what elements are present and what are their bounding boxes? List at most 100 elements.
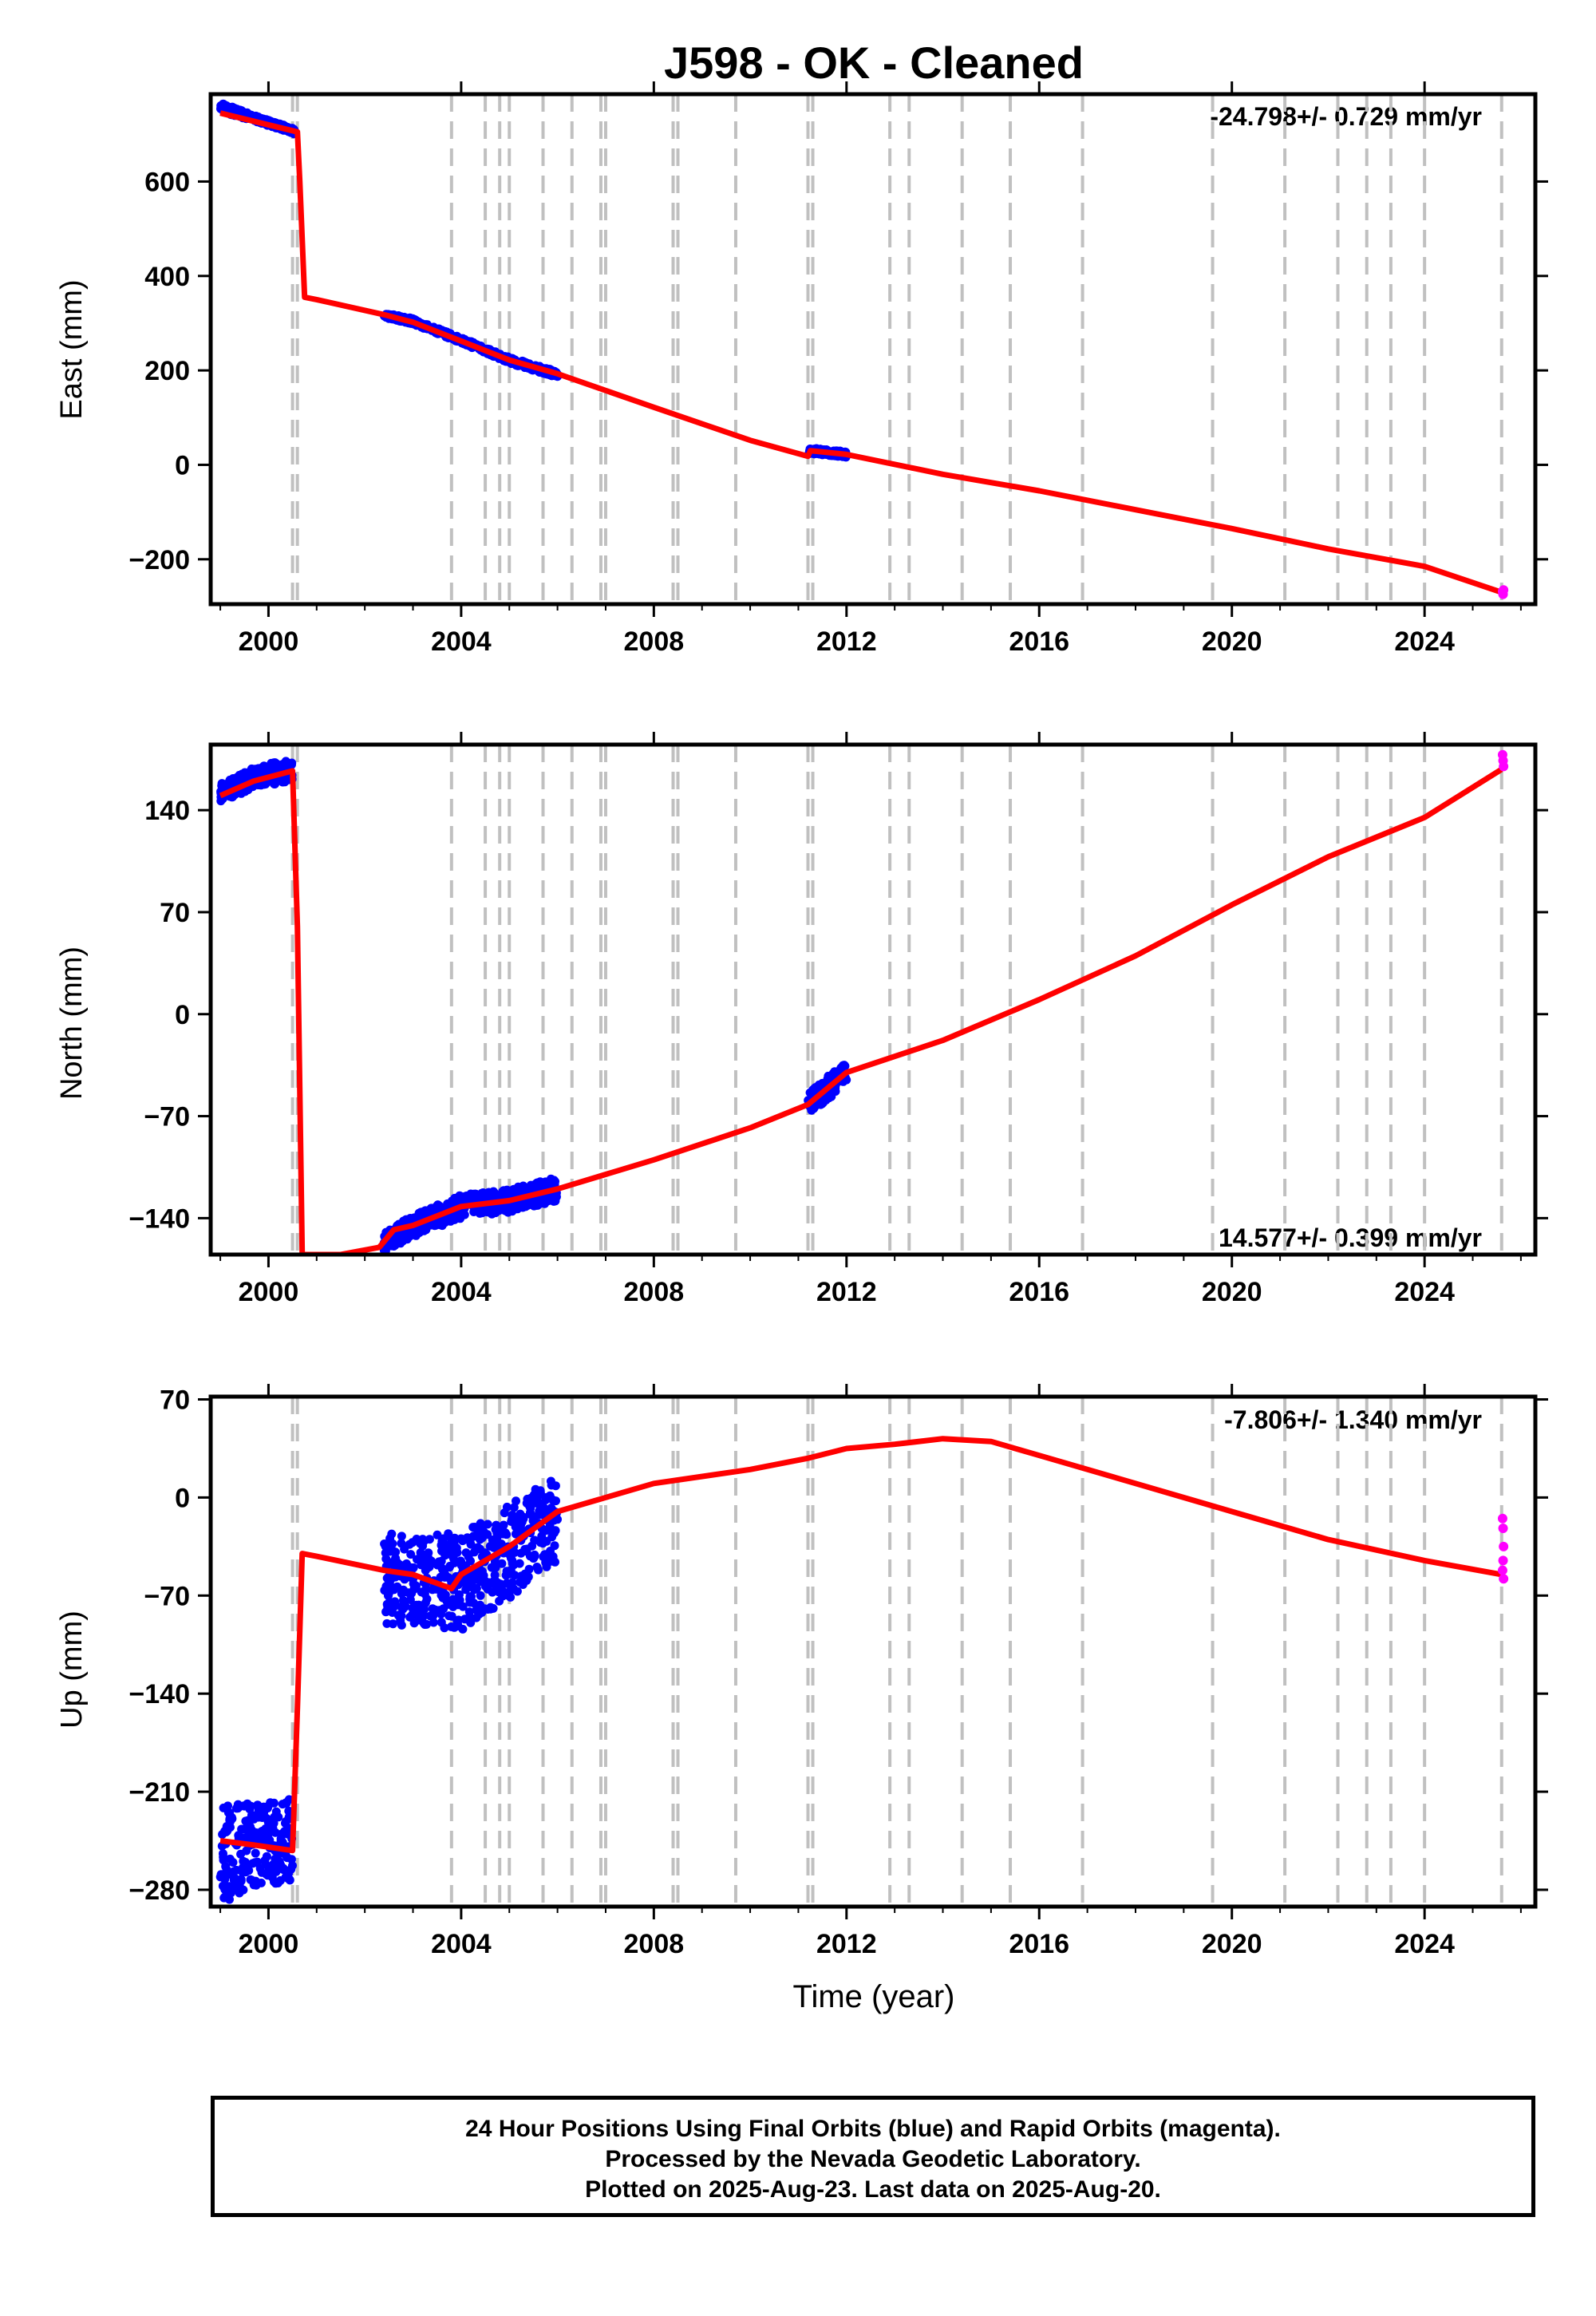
up-final-point <box>251 1858 260 1867</box>
east-xtick-label: 2008 <box>624 626 685 657</box>
north-final-point <box>808 1085 817 1095</box>
north-final-point <box>546 1174 555 1184</box>
north-final-point <box>512 1202 522 1211</box>
north-final-point <box>524 1198 534 1207</box>
up-final-point <box>416 1548 425 1557</box>
north-xtick-label: 2024 <box>1394 1277 1455 1307</box>
east-xtick-label: 2020 <box>1202 626 1262 657</box>
up-ytick-label: 0 <box>175 1483 190 1513</box>
up-final-point <box>548 1495 558 1504</box>
up-final-point <box>387 1529 397 1539</box>
up-final-point <box>223 1801 232 1811</box>
up-final-point <box>532 1563 542 1571</box>
up-final-point <box>216 1870 226 1879</box>
up-final-point <box>271 1867 281 1876</box>
up-final-point <box>394 1611 404 1620</box>
up-rapid-point <box>1498 1555 1508 1566</box>
up-final-point <box>443 1599 452 1609</box>
up-final-point <box>276 1860 285 1869</box>
north-final-point <box>526 1180 535 1190</box>
up-final-point <box>385 1598 394 1607</box>
up-plot-area <box>215 1397 1509 1907</box>
up-final-point <box>257 1867 267 1877</box>
up-final-point <box>245 1804 255 1814</box>
x-axis-label: Time (year) <box>793 1979 955 2014</box>
up-final-point <box>440 1623 449 1633</box>
up-final-point <box>487 1563 496 1572</box>
up-final-point <box>271 1879 280 1888</box>
north-final-point <box>286 760 296 769</box>
up-final-point <box>505 1569 515 1579</box>
up-final-point <box>529 1554 538 1563</box>
up-final-point <box>449 1538 459 1547</box>
up-final-point <box>499 1590 508 1599</box>
up-final-point <box>420 1620 429 1629</box>
up-ylabel: Up (mm) <box>55 1611 89 1729</box>
east-final-point <box>220 104 230 113</box>
up-final-point <box>417 1587 426 1597</box>
up-final-point <box>458 1624 468 1634</box>
up-final-point <box>259 1831 269 1840</box>
up-xtick-label: 2012 <box>816 1929 877 1959</box>
north-final-point <box>831 1087 840 1096</box>
north-final-point <box>809 1104 819 1113</box>
up-final-point <box>397 1531 406 1541</box>
up-rapid-point <box>1499 1541 1509 1551</box>
north-ytick-label: 70 <box>160 898 190 928</box>
up-final-point <box>476 1600 485 1610</box>
east-xtick-label: 2016 <box>1009 626 1069 657</box>
up-final-point <box>399 1602 409 1611</box>
up-final-point <box>246 1822 255 1832</box>
east-ytick-label: 600 <box>144 167 190 197</box>
east-model-line <box>219 110 1503 595</box>
caption-box: 24 Hour Positions Using Final Orbits (bl… <box>211 2096 1535 2217</box>
up-rate-label: -7.806+/- 1.340 mm/yr <box>1224 1405 1482 1434</box>
up-final-point <box>535 1538 545 1547</box>
north-ytick-label: −140 <box>128 1203 190 1234</box>
up-final-point <box>541 1496 551 1504</box>
up-final-point <box>381 1607 391 1617</box>
north-xtick-label: 2008 <box>624 1277 685 1307</box>
up-xtick-label: 2024 <box>1394 1929 1455 1959</box>
up-final-point <box>233 1804 243 1813</box>
caption-line-1: 24 Hour Positions Using Final Orbits (bl… <box>465 2116 1281 2142</box>
up-final-point <box>429 1618 438 1627</box>
up-final-point <box>448 1547 457 1556</box>
up-ytick-label: −140 <box>128 1679 190 1709</box>
up-final-point <box>472 1613 481 1622</box>
up-final-point <box>261 1824 271 1833</box>
up-final-point <box>278 1829 286 1839</box>
up-final-point <box>253 1800 263 1810</box>
north-final-point <box>216 796 226 806</box>
up-final-point <box>529 1516 539 1524</box>
up-final-point <box>225 1816 235 1825</box>
up-final-point <box>271 1807 281 1816</box>
north-plot-area <box>216 745 1509 1255</box>
north-final-point <box>477 1208 487 1218</box>
up-final-point <box>465 1595 475 1604</box>
up-final-point <box>437 1591 446 1600</box>
up-final-point <box>442 1540 452 1550</box>
up-final-point <box>515 1559 524 1568</box>
up-final-point <box>547 1480 556 1490</box>
north-ylabel: North (mm) <box>55 947 89 1100</box>
north-final-point <box>280 777 290 787</box>
up-frame <box>208 1394 1538 1909</box>
up-final-point <box>392 1557 401 1567</box>
east-frame <box>208 92 1538 607</box>
up-final-point <box>435 1606 444 1615</box>
up-final-point <box>420 1558 429 1567</box>
east-ylabel: East (mm) <box>55 279 89 419</box>
up-final-point <box>509 1503 519 1512</box>
up-final-point <box>485 1542 495 1551</box>
east-xtick-label: 2024 <box>1394 626 1455 657</box>
up-panel: Up (mm) -7.806+/- 1.340 mm/yr 2000 2004 20… <box>55 1384 1548 1959</box>
up-final-point <box>271 1854 280 1863</box>
caption-line-3: Plotted on 2025-Aug-23. Last data on 202… <box>585 2176 1161 2203</box>
east-xtick-label: 2004 <box>431 626 492 657</box>
up-final-point <box>492 1532 502 1542</box>
up-xtick-label: 2008 <box>624 1929 685 1959</box>
up-final-point <box>424 1548 433 1558</box>
up-final-point <box>223 1808 233 1817</box>
up-xtick-label: 2020 <box>1202 1929 1262 1959</box>
